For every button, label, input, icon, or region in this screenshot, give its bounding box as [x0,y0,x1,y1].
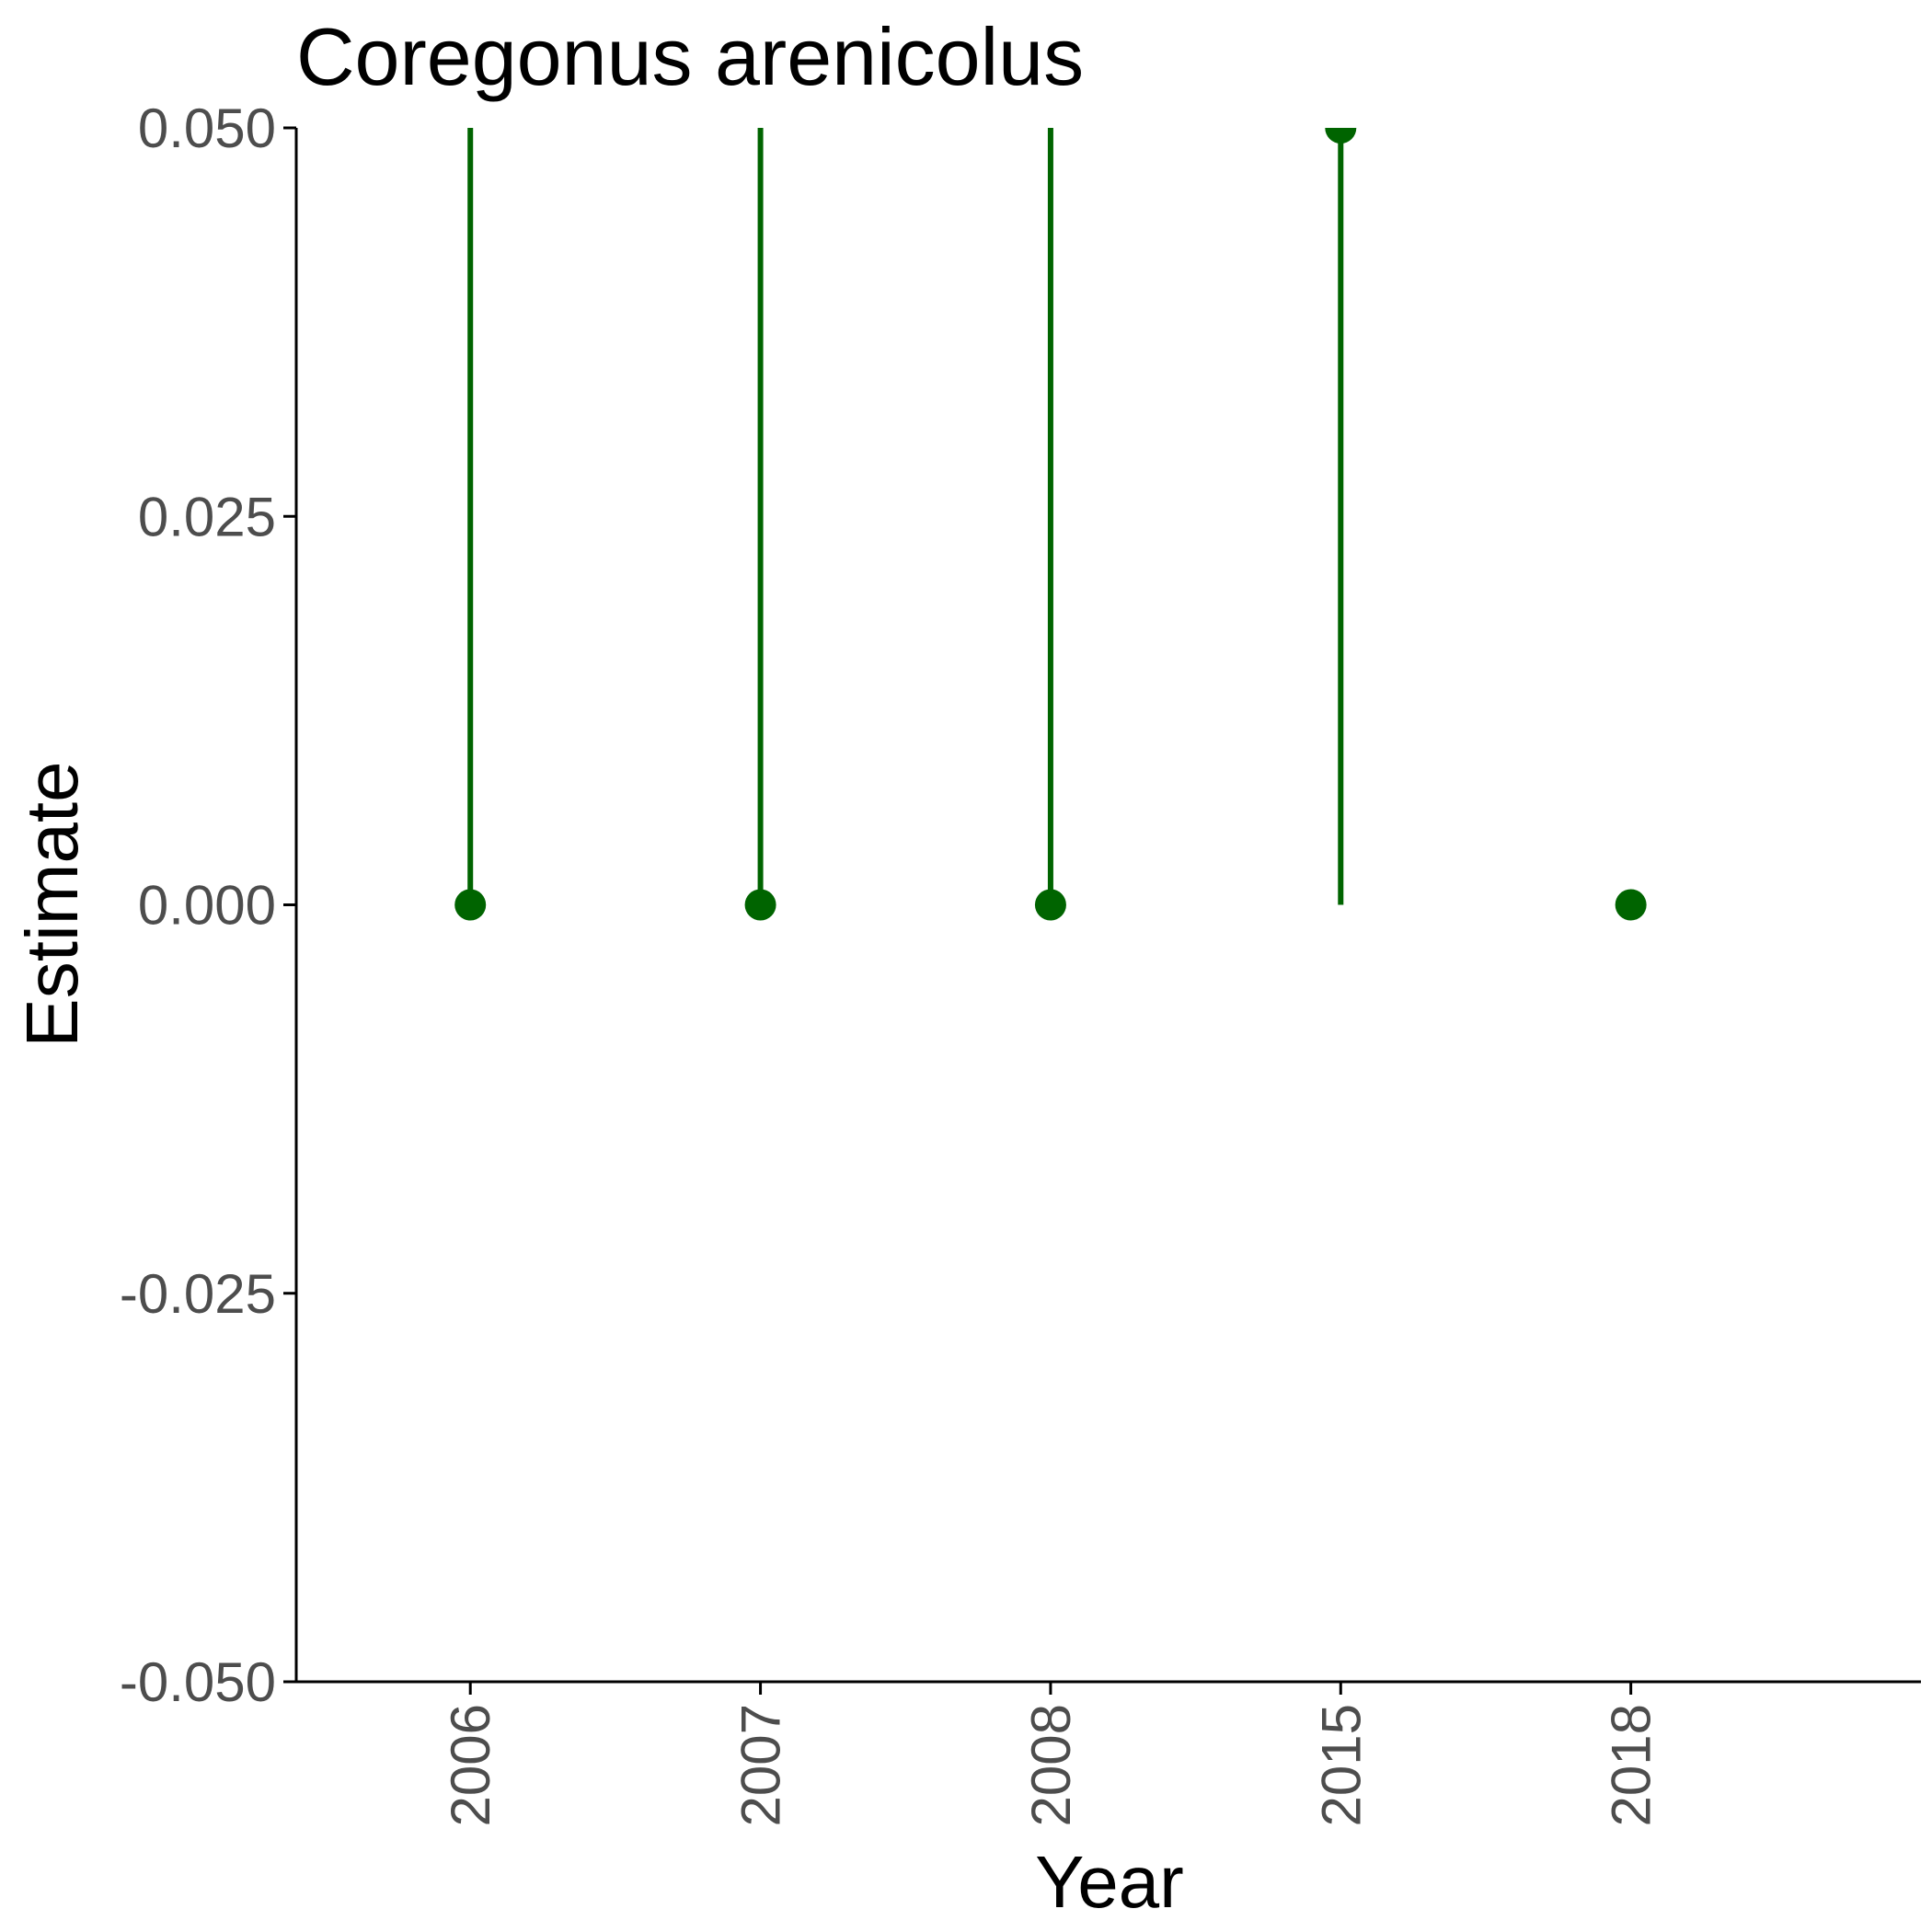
y-tick-label: -0.050 [120,1651,276,1713]
x-tick-label: 2018 [1601,1704,1662,1826]
data-point [1325,128,1357,144]
x-axis-title: Year [1035,1841,1184,1923]
data-point [1615,889,1647,921]
x-tick-label: 2007 [730,1704,792,1826]
x-tick-label: 2015 [1310,1704,1372,1826]
x-tick-label: 2006 [440,1704,501,1826]
y-tick-label: 0.050 [138,98,276,159]
y-tick-label: -0.025 [120,1263,276,1325]
y-tick-label: 0.025 [138,486,276,547]
data-point [1034,889,1066,921]
plot-area [454,128,1647,921]
x-axis: 2006 2007 2008 2015 2018 [296,1680,1921,1826]
y-axis-title: Estimate [11,761,93,1047]
data-point [744,889,776,921]
data-point [454,889,487,921]
chart-title: Coregonus arenicolus [296,11,1084,102]
y-tick-label: 0.000 [138,875,276,937]
y-axis: -0.050 -0.025 0.000 0.025 0.050 [120,98,298,1713]
x-tick-label: 2008 [1020,1704,1082,1826]
